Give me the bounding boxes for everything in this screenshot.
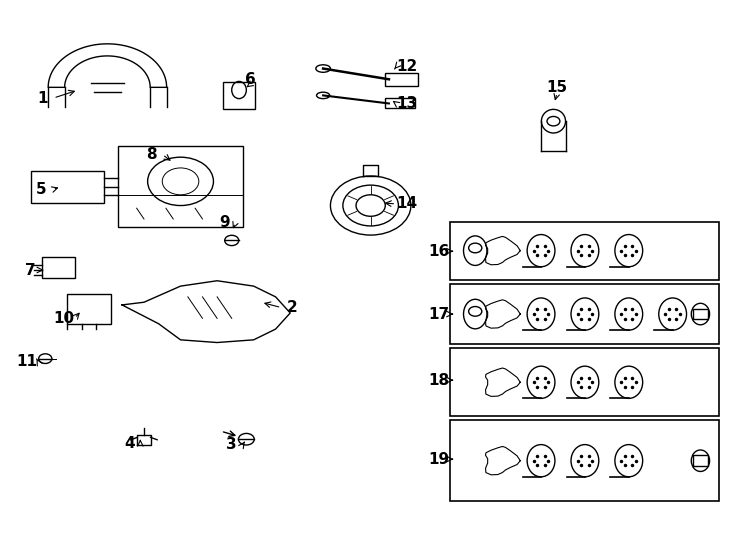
Text: 18: 18 xyxy=(428,373,449,388)
Text: 9: 9 xyxy=(219,215,230,230)
Bar xyxy=(450,284,719,344)
Bar xyxy=(31,171,103,203)
Text: 4: 4 xyxy=(124,436,134,451)
Bar xyxy=(450,221,719,280)
Text: 7: 7 xyxy=(26,262,36,278)
Text: 16: 16 xyxy=(428,244,449,259)
Text: 14: 14 xyxy=(396,197,418,212)
Text: 17: 17 xyxy=(428,307,449,321)
Text: 1: 1 xyxy=(37,91,48,106)
Bar xyxy=(450,348,719,416)
Bar xyxy=(693,455,708,466)
Text: 19: 19 xyxy=(428,451,449,467)
Bar xyxy=(385,73,418,86)
Bar xyxy=(693,309,708,320)
Text: 11: 11 xyxy=(16,354,37,369)
Bar xyxy=(42,256,75,278)
Text: 10: 10 xyxy=(53,311,74,326)
Text: 13: 13 xyxy=(396,96,418,111)
Text: 12: 12 xyxy=(396,59,418,75)
Bar xyxy=(223,82,255,109)
Text: 3: 3 xyxy=(226,437,237,452)
Bar xyxy=(68,294,111,323)
Text: 8: 8 xyxy=(146,147,156,162)
Bar xyxy=(385,98,415,108)
Bar xyxy=(450,421,719,501)
Text: 15: 15 xyxy=(547,80,567,95)
Text: 5: 5 xyxy=(36,182,47,197)
Text: 2: 2 xyxy=(287,300,298,315)
Text: 6: 6 xyxy=(244,72,255,87)
Bar xyxy=(118,146,243,227)
